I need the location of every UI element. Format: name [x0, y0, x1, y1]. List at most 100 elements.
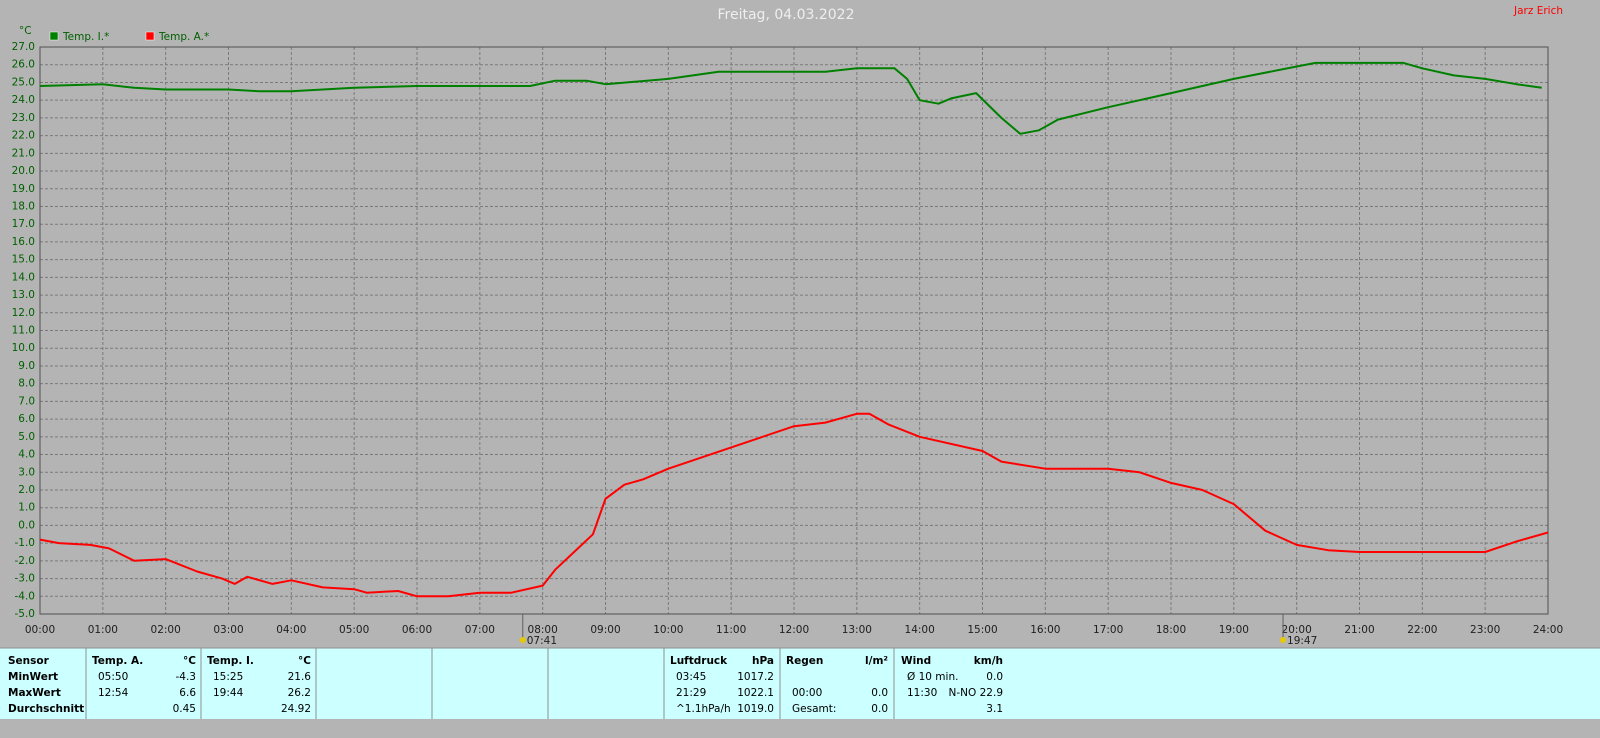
- y-tick-label: 20.0: [12, 165, 35, 177]
- row-label: Durchschnitt: [8, 703, 84, 715]
- y-tick-label: 15.0: [12, 254, 35, 266]
- x-tick-label: 04:00: [276, 624, 306, 636]
- x-tick-label: 12:00: [779, 624, 809, 636]
- y-tick-label: 11.0: [12, 325, 35, 337]
- table-cell: 0.0: [871, 687, 888, 699]
- row-label: MaxWert: [8, 687, 61, 699]
- table-cell: 26.2: [288, 687, 311, 699]
- y-tick-label: 17.0: [12, 218, 35, 230]
- table-header: °C: [298, 655, 311, 667]
- table-cell: 6.6: [179, 687, 196, 699]
- table-cell: 1019.0: [737, 703, 774, 715]
- table-header: Temp. I.: [207, 655, 254, 667]
- y-tick-label: -3.0: [15, 573, 36, 585]
- table-bg: [0, 648, 1600, 719]
- sun-label: 19:47: [1287, 635, 1317, 647]
- table-header: Wind: [901, 655, 931, 667]
- x-tick-label: 15:00: [967, 624, 997, 636]
- y-tick-label: 5.0: [18, 431, 35, 443]
- x-tick-label: 05:00: [339, 624, 369, 636]
- table-cell: 0.0: [871, 703, 888, 715]
- sun-icon: [519, 637, 526, 643]
- legend-swatch: [49, 31, 59, 41]
- y-tick-label: 12.0: [12, 307, 35, 319]
- sun-icon: [1280, 637, 1287, 643]
- table-header: °C: [183, 655, 196, 667]
- y-unit: °C: [19, 25, 32, 37]
- x-tick-label: 11:00: [716, 624, 746, 636]
- table-cell: 12:54: [98, 687, 129, 699]
- table-cell: 03:45: [676, 671, 706, 683]
- y-tick-label: 25.0: [12, 76, 35, 88]
- y-tick-label: 14.0: [12, 271, 35, 283]
- table-cell: N-NO 22.9: [949, 687, 1003, 699]
- y-tick-label: 24.0: [12, 94, 35, 106]
- x-tick-label: 08:00: [528, 624, 558, 636]
- x-tick-label: 19:00: [1219, 624, 1249, 636]
- table-cell: -4.3: [176, 671, 197, 683]
- table-cell: 1017.2: [737, 671, 774, 683]
- x-tick-label: 23:00: [1470, 624, 1500, 636]
- series-line: [39, 61, 1542, 135]
- table-header: km/h: [974, 655, 1003, 667]
- table-cell: 11:30: [907, 687, 937, 699]
- table-header: Regen: [786, 655, 823, 667]
- table-header: Sensor: [8, 655, 50, 667]
- y-tick-label: -2.0: [15, 555, 36, 567]
- x-tick-label: 16:00: [1030, 624, 1060, 636]
- x-tick-label: 14:00: [905, 624, 935, 636]
- x-tick-label: 18:00: [1156, 624, 1186, 636]
- table-cell: Gesamt:: [792, 703, 836, 715]
- table-cell: 3.1: [986, 703, 1003, 715]
- chart-title: Freitag, 04.03.2022: [718, 7, 855, 23]
- table-cell: Ø 10 min.: [907, 671, 958, 683]
- table-cell: 24.92: [281, 703, 311, 715]
- x-tick-label: 01:00: [88, 624, 118, 636]
- table-cell: 21:29: [676, 687, 706, 699]
- row-label: MinWert: [8, 671, 58, 683]
- y-tick-label: 22.0: [12, 130, 35, 142]
- x-tick-label: 02:00: [151, 624, 181, 636]
- y-tick-label: 26.0: [12, 59, 35, 71]
- x-tick-label: 00:00: [25, 624, 55, 636]
- y-tick-label: 1.0: [18, 502, 35, 514]
- x-tick-label: 06:00: [402, 624, 432, 636]
- legend-label: Temp. A.*: [158, 31, 209, 43]
- x-tick-label: 13:00: [842, 624, 872, 636]
- legend-label: Temp. I.*: [62, 31, 109, 43]
- sun-label: 07:41: [527, 635, 557, 647]
- y-tick-label: 21.0: [12, 147, 35, 159]
- y-tick-label: -1.0: [15, 537, 36, 549]
- table-cell: 0.45: [173, 703, 196, 715]
- table-header: hPa: [752, 655, 774, 667]
- table-separators: [0, 647, 1600, 719]
- table-cell: 1022.1: [737, 687, 774, 699]
- table-cell: 05:50: [98, 671, 128, 683]
- y-tick-label: 18.0: [12, 200, 35, 212]
- table-header: l/m²: [865, 655, 888, 667]
- author: Jarz Erich: [1513, 5, 1563, 17]
- x-tick-label: 17:00: [1093, 624, 1123, 636]
- x-tick-label: 21:00: [1344, 624, 1374, 636]
- table-cell: 00:00: [792, 687, 822, 699]
- table-cell: ^1.1hPa/h: [676, 703, 731, 715]
- y-tick-label: 16.0: [12, 236, 35, 248]
- y-tick-label: 27.0: [12, 41, 35, 53]
- table-cell: 21.6: [288, 671, 312, 683]
- y-tick-label: 23.0: [12, 112, 35, 124]
- y-tick-label: -4.0: [15, 590, 36, 602]
- y-tick-label: 8.0: [18, 378, 35, 390]
- x-tick-label: 09:00: [590, 624, 620, 636]
- x-tick-label: 03:00: [213, 624, 243, 636]
- x-tick-label: 20:00: [1282, 624, 1312, 636]
- table-cell: 19:44: [213, 687, 244, 699]
- legend-swatch: [145, 31, 155, 41]
- table-header: Temp. A.: [92, 655, 143, 667]
- y-tick-label: 9.0: [18, 360, 35, 372]
- x-tick-label: 10:00: [653, 624, 683, 636]
- y-tick-label: 13.0: [12, 289, 35, 301]
- x-tick-label: 22:00: [1407, 624, 1437, 636]
- x-tick-label: 24:00: [1533, 624, 1563, 636]
